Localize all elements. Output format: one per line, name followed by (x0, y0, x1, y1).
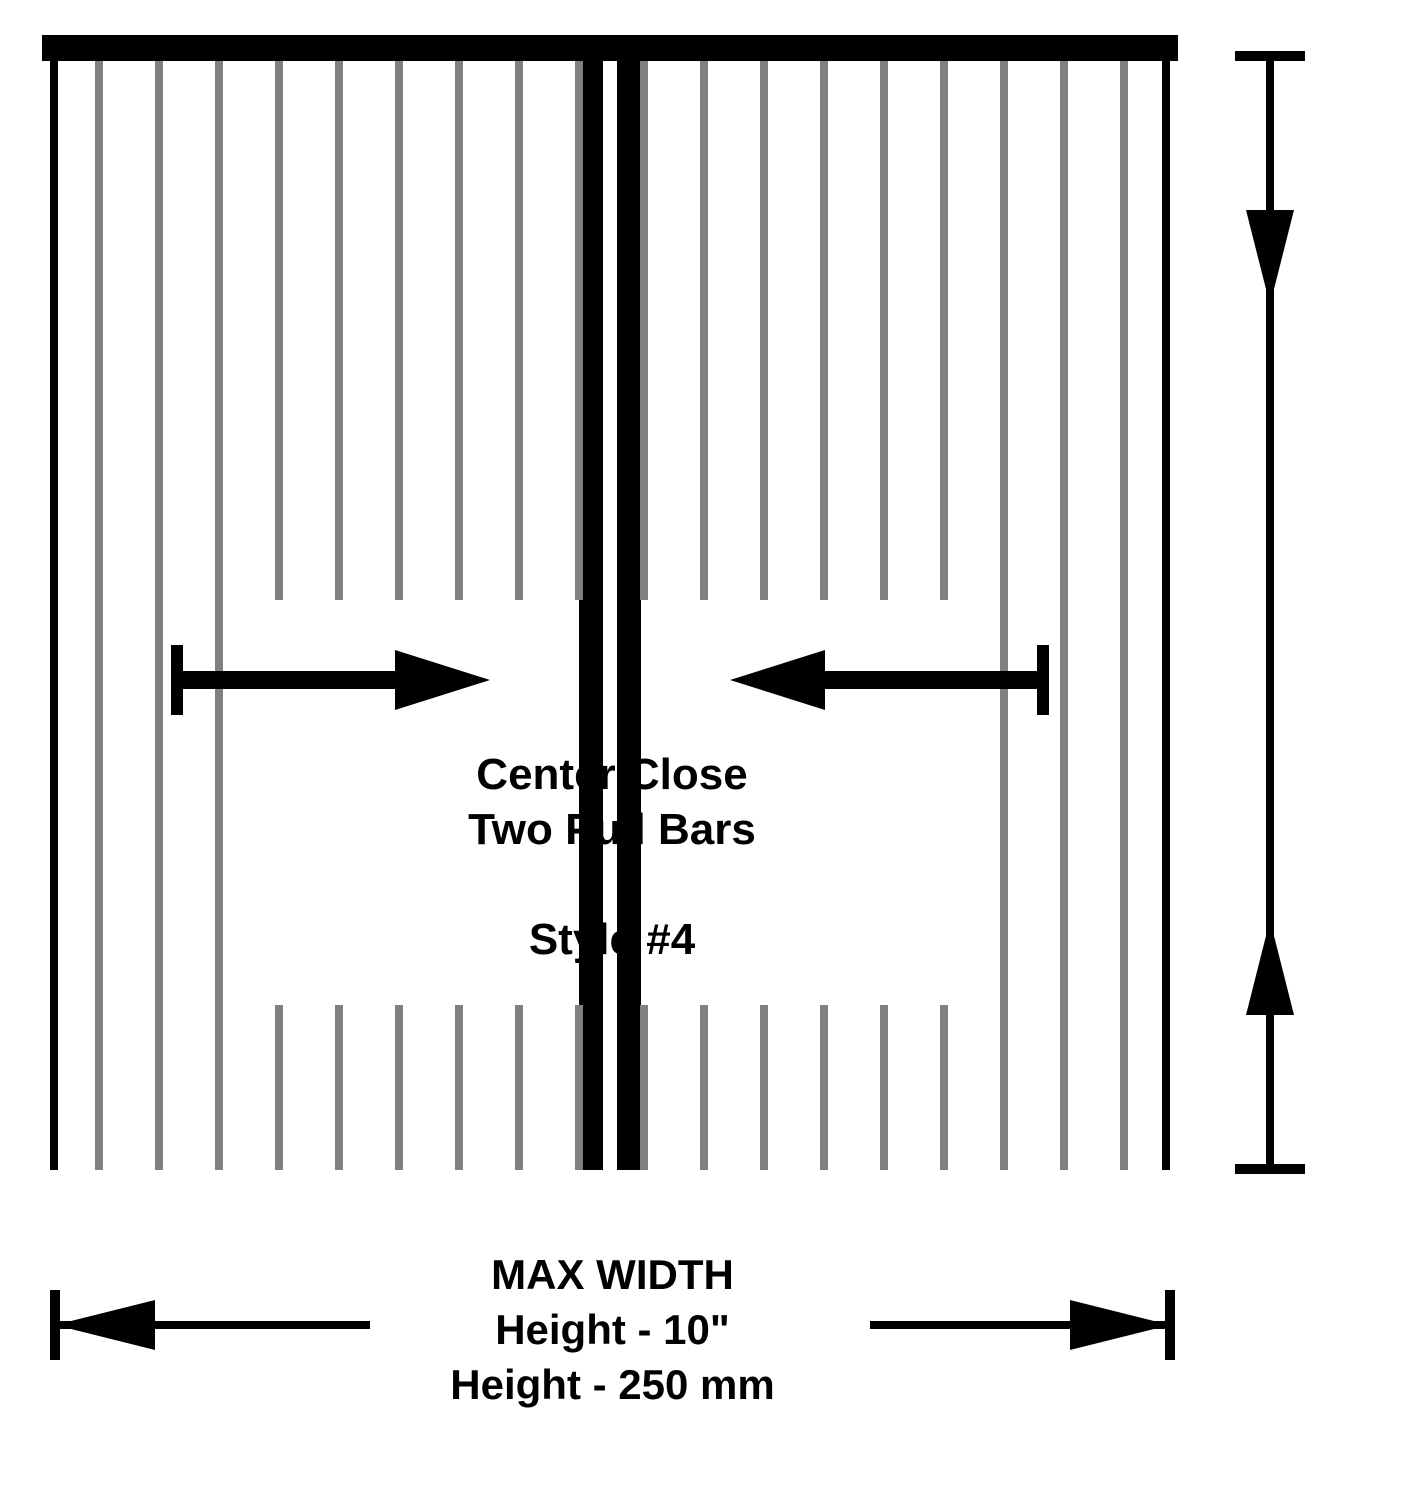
dim-w-label2: Height - 10" (495, 1306, 730, 1354)
label-style-4: Style #4 (529, 915, 695, 965)
label-center-close: Center Close (476, 750, 747, 800)
inner-arrow-left-shaft (175, 671, 395, 689)
slat (335, 61, 343, 600)
slat (820, 1005, 828, 1170)
dim-h-arrow-bottom (1246, 920, 1294, 1015)
slat (515, 61, 523, 600)
dim-w-arrow-right (1070, 1300, 1170, 1350)
slat (275, 61, 283, 600)
slat (275, 1005, 283, 1170)
slat (880, 61, 888, 600)
slat (760, 1005, 768, 1170)
top-rail (42, 35, 1178, 61)
inner-arrow-left-head (395, 650, 490, 710)
slat (1000, 61, 1008, 1170)
slat (1120, 61, 1128, 1170)
slat (575, 1005, 583, 1170)
inner-arrow-right-shaft (825, 671, 1045, 689)
center-pull-bar-right (617, 61, 641, 1170)
dim-h-arrow-top (1246, 210, 1294, 305)
label-two-pull-bars: Two Pull Bars (468, 805, 756, 855)
slat (215, 61, 223, 1170)
right-frame (1162, 61, 1170, 1170)
slat (940, 61, 948, 600)
inner-arrow-right-head (730, 650, 825, 710)
dim-w-label3: Height - 250 mm (450, 1361, 774, 1409)
slat (820, 61, 828, 600)
slat (640, 1005, 648, 1170)
slat (155, 61, 163, 1170)
slat (940, 1005, 948, 1170)
slat (640, 61, 648, 600)
left-frame (50, 61, 58, 1170)
slat (700, 61, 708, 600)
slat (760, 61, 768, 600)
slat (575, 61, 583, 600)
dim-w-label1: MAX WIDTH (491, 1251, 734, 1299)
slat (455, 1005, 463, 1170)
slat (395, 61, 403, 600)
slat (700, 1005, 708, 1170)
slat (455, 61, 463, 600)
slat (95, 61, 103, 1170)
diagram-stage: Center CloseTwo Pull BarsStyle #4MAX HEI… (0, 0, 1411, 1500)
dim-w-arrow-left (55, 1300, 155, 1350)
slat (1060, 61, 1068, 1170)
slat (395, 1005, 403, 1170)
slat (880, 1005, 888, 1170)
slat (515, 1005, 523, 1170)
slat (335, 1005, 343, 1170)
